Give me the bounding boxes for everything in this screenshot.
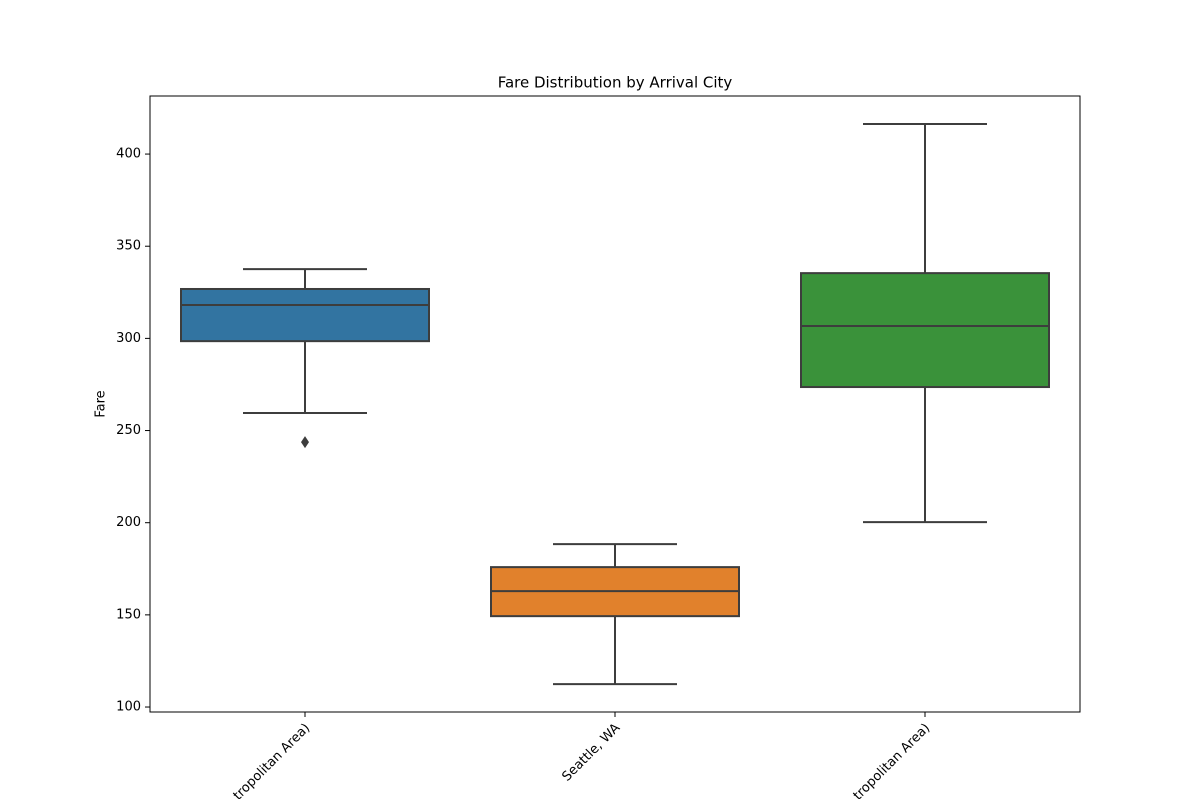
y-tick-label: 250 — [116, 423, 141, 438]
y-tick-label: 100 — [116, 700, 141, 715]
chart-title: Fare Distribution by Arrival City — [498, 74, 733, 92]
y-tick-label: 300 — [116, 331, 141, 346]
plot-frame — [149, 95, 1081, 713]
y-tick-label: 150 — [116, 607, 141, 622]
outlier — [301, 436, 309, 449]
box — [180, 287, 430, 343]
y-tick-label: 350 — [116, 239, 141, 254]
y-axis-label: Fare — [94, 390, 109, 417]
box — [800, 272, 1050, 389]
y-tick-label: 200 — [116, 515, 141, 530]
y-tick-label: 400 — [116, 147, 141, 162]
